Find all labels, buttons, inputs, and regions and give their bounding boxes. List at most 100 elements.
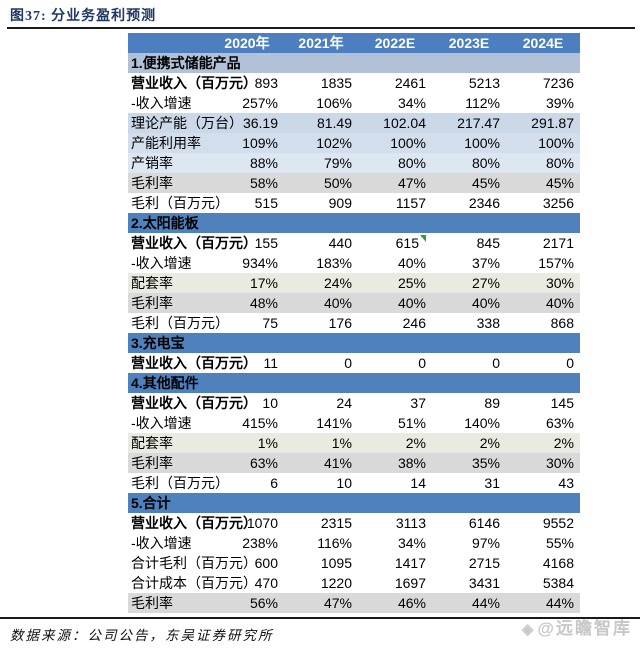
value-cell: 17% bbox=[210, 273, 284, 293]
value-cell: 34% bbox=[397, 95, 426, 111]
row-label-cell: 毛利（百万元） bbox=[131, 315, 229, 331]
value-cell: 40% bbox=[432, 293, 506, 313]
header-cell-year-2: 2022E bbox=[358, 33, 432, 53]
value-cell: 338 bbox=[476, 315, 500, 331]
value-cell: 0 bbox=[566, 355, 574, 371]
row-label-cell: 毛利（百万元） bbox=[131, 195, 229, 211]
value-cell: 51% bbox=[397, 415, 426, 431]
table-row: 5.合计 bbox=[128, 493, 580, 513]
value-cell: 0 bbox=[492, 355, 500, 371]
value-cell: 100% bbox=[506, 133, 580, 153]
value-cell: 36.19 bbox=[210, 113, 284, 133]
value-cell: 1835 bbox=[320, 75, 352, 91]
table-row: 4.其他配件 bbox=[128, 373, 580, 393]
row-label-cell: 配套率 bbox=[128, 273, 210, 293]
value-cell: 470 bbox=[254, 575, 278, 591]
value-cell: 43 bbox=[558, 475, 574, 491]
value-cell: 6146 bbox=[468, 515, 500, 531]
value-cell: 0 bbox=[418, 355, 426, 371]
value-cell: 5384 bbox=[542, 575, 574, 591]
value-cell: 145 bbox=[550, 395, 574, 411]
watermark: ◈ @远瞻智库 bbox=[522, 614, 632, 639]
row-label-cell: -收入增速 bbox=[131, 535, 192, 551]
value-cell: 217.47 bbox=[432, 113, 506, 133]
table-row: -收入增速 257% 106% 34% 112% 39% bbox=[128, 93, 580, 113]
value-cell: 415% bbox=[242, 415, 278, 431]
value-cell: 30% bbox=[506, 273, 580, 293]
value-cell: 5213 bbox=[468, 75, 500, 91]
table-row: -收入增速 934% 183% 40% 37% 157% bbox=[128, 253, 580, 273]
value-cell: 44% bbox=[432, 593, 506, 613]
value-cell: 1% bbox=[210, 433, 284, 453]
value-cell: 2315 bbox=[320, 515, 352, 531]
value-cell: 44% bbox=[506, 593, 580, 613]
data-source-note: 数据来源：公司公告，东吴证券研究所 bbox=[10, 628, 274, 643]
value-cell: 1095 bbox=[320, 555, 352, 571]
header-cell-year-1: 2021年 bbox=[284, 33, 358, 53]
value-cell: 25% bbox=[358, 273, 432, 293]
value-cell: 40% bbox=[397, 255, 426, 271]
watermark-text: @远瞻智库 bbox=[537, 619, 632, 638]
value-cell: 868 bbox=[550, 315, 574, 331]
value-cell: 56% bbox=[210, 593, 284, 613]
value-cell: 109% bbox=[210, 133, 284, 153]
value-cell: 2346 bbox=[468, 195, 500, 211]
value-cell: 2715 bbox=[468, 555, 500, 571]
row-label-cell: -收入增速 bbox=[131, 415, 192, 431]
value-cell: 37% bbox=[471, 255, 500, 271]
value-cell: 176 bbox=[328, 315, 352, 331]
value-cell: 9552 bbox=[542, 515, 574, 531]
row-label-cell: 毛利（百万元） bbox=[131, 475, 229, 491]
row-label-cell: 营业收入（百万元） bbox=[131, 235, 257, 251]
value-cell: 893 bbox=[254, 75, 278, 91]
value-cell: 81.49 bbox=[284, 113, 358, 133]
table-row: 毛利率 63% 41% 38% 35% 30% bbox=[128, 453, 580, 473]
value-cell: 39% bbox=[545, 95, 574, 111]
value-cell: 63% bbox=[545, 415, 574, 431]
value-cell: 80% bbox=[432, 153, 506, 173]
value-cell: 600 bbox=[254, 555, 278, 571]
figure-title: 图37: 分业务盈利预测 bbox=[10, 9, 157, 24]
row-label-cell: 毛利率 bbox=[128, 593, 210, 613]
value-cell: 515 bbox=[254, 195, 278, 211]
row-label-cell: 产能利用率 bbox=[128, 133, 210, 153]
value-cell: 157% bbox=[538, 255, 574, 271]
table-row: 产销率 88% 79% 80% 80% 80% bbox=[128, 153, 580, 173]
row-label-cell: 营业收入（百万元） bbox=[131, 355, 257, 371]
value-cell: 100% bbox=[358, 133, 432, 153]
value-cell: 41% bbox=[284, 453, 358, 473]
value-cell: 1070 bbox=[246, 515, 278, 531]
value-cell: 50% bbox=[284, 173, 358, 193]
table-row: 毛利（百万元） 515 909 1157 2346 3256 bbox=[128, 193, 580, 213]
value-cell: 35% bbox=[432, 453, 506, 473]
value-cell: 106% bbox=[316, 95, 352, 111]
top-divider bbox=[7, 27, 635, 29]
header-cell-year-0: 2020年 bbox=[210, 33, 284, 53]
value-cell: 27% bbox=[432, 273, 506, 293]
value-cell: 100% bbox=[432, 133, 506, 153]
table-row: 产能利用率 109% 102% 100% 100% 100% bbox=[128, 133, 580, 153]
row-label-cell: 合计成本（百万元） bbox=[131, 575, 257, 591]
row-label-cell: -收入增速 bbox=[131, 255, 192, 271]
note-marker-icon bbox=[420, 235, 426, 242]
value-cell: 31 bbox=[484, 475, 500, 491]
section-header-cell: 1.便携式储能产品 bbox=[128, 53, 580, 73]
value-cell: 10 bbox=[262, 395, 278, 411]
row-label-cell: 配套率 bbox=[128, 433, 210, 453]
table-row: 毛利（百万元） 6 10 14 31 43 bbox=[128, 473, 580, 493]
section-header-cell: 2.太阳能板 bbox=[128, 213, 580, 233]
value-cell: 116% bbox=[317, 535, 352, 551]
table-row: 毛利（百万元） 75 176 246 338 868 bbox=[128, 313, 580, 333]
row-label-cell: 理论产能（万台） bbox=[128, 113, 243, 133]
table-header-row: 2020年 2021年 2022E 2023E 2024E bbox=[128, 33, 580, 53]
watermark-logo-icon: ◈ bbox=[521, 621, 536, 638]
value-cell: 1220 bbox=[320, 575, 352, 591]
table-row: 配套率 1% 1% 2% 2% 2% bbox=[128, 433, 580, 453]
value-cell: 257% bbox=[242, 95, 278, 111]
value-cell: 48% bbox=[210, 293, 284, 313]
value-cell: 75 bbox=[262, 315, 278, 331]
value-cell: 55% bbox=[545, 535, 574, 551]
table-row: 毛利率 58% 50% 47% 45% 45% bbox=[128, 173, 580, 193]
value-cell: 79% bbox=[284, 153, 358, 173]
value-cell: 3256 bbox=[542, 195, 574, 211]
